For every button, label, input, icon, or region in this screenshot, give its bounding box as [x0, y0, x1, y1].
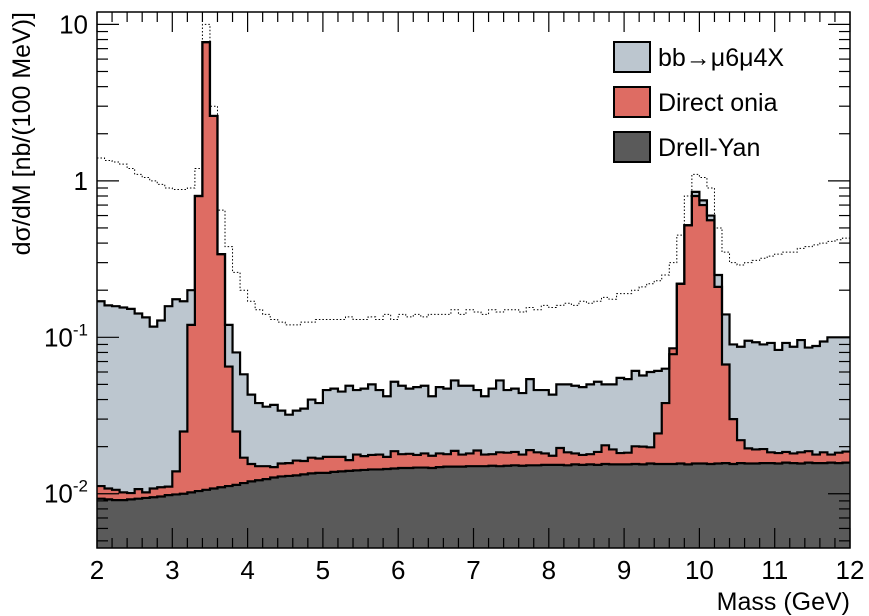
series-bb-line	[97, 41, 850, 416]
plot-areas	[97, 42, 850, 549]
y-axis-title: dσ/dM [nb/(100 MeV)]	[8, 12, 36, 255]
x-tick-labels: 2 3 4 5 6 7 8 9 10 11 12	[90, 555, 865, 585]
x-axis-title: Mass (GeV)	[717, 588, 850, 616]
y-tick-label: 10	[59, 9, 88, 39]
legend-swatch	[613, 131, 651, 163]
x-tick-label: 6	[391, 555, 405, 585]
x-tick-label: 3	[165, 555, 179, 585]
x-tick-label: 4	[240, 555, 254, 585]
legend-swatch	[613, 86, 651, 118]
x-tick-label: 7	[466, 555, 480, 585]
x-tick-label: 2	[90, 555, 104, 585]
legend-swatch	[613, 41, 651, 73]
y-tick-label: 10-2	[44, 477, 88, 509]
series-total-dotted-line	[97, 23, 850, 326]
x-tick-label: 11	[761, 555, 788, 585]
y-tick-labels: 10-2 10-1 1 10	[44, 9, 88, 508]
axis-ticks	[96, 12, 851, 548]
legend-label: Drell-Yan	[658, 134, 760, 162]
x-tick-label: 5	[316, 555, 330, 585]
x-tick-label: 12	[836, 555, 865, 585]
legend: bb→μ6μ4X Direct onia Drell-Yan	[613, 41, 784, 163]
plot-outlines	[97, 23, 850, 502]
x-tick-label: 10	[685, 555, 714, 585]
series-drell-yan-line	[97, 461, 850, 502]
y-tick-label: 10-1	[44, 320, 88, 352]
legend-label: Direct onia	[658, 89, 778, 117]
x-tick-label: 9	[617, 555, 631, 585]
series-drell-yan-fill	[97, 462, 850, 548]
legend-label: bb→μ6μ4X	[658, 44, 784, 72]
y-tick-label: 1	[74, 166, 88, 196]
x-tick-label: 8	[542, 555, 556, 585]
